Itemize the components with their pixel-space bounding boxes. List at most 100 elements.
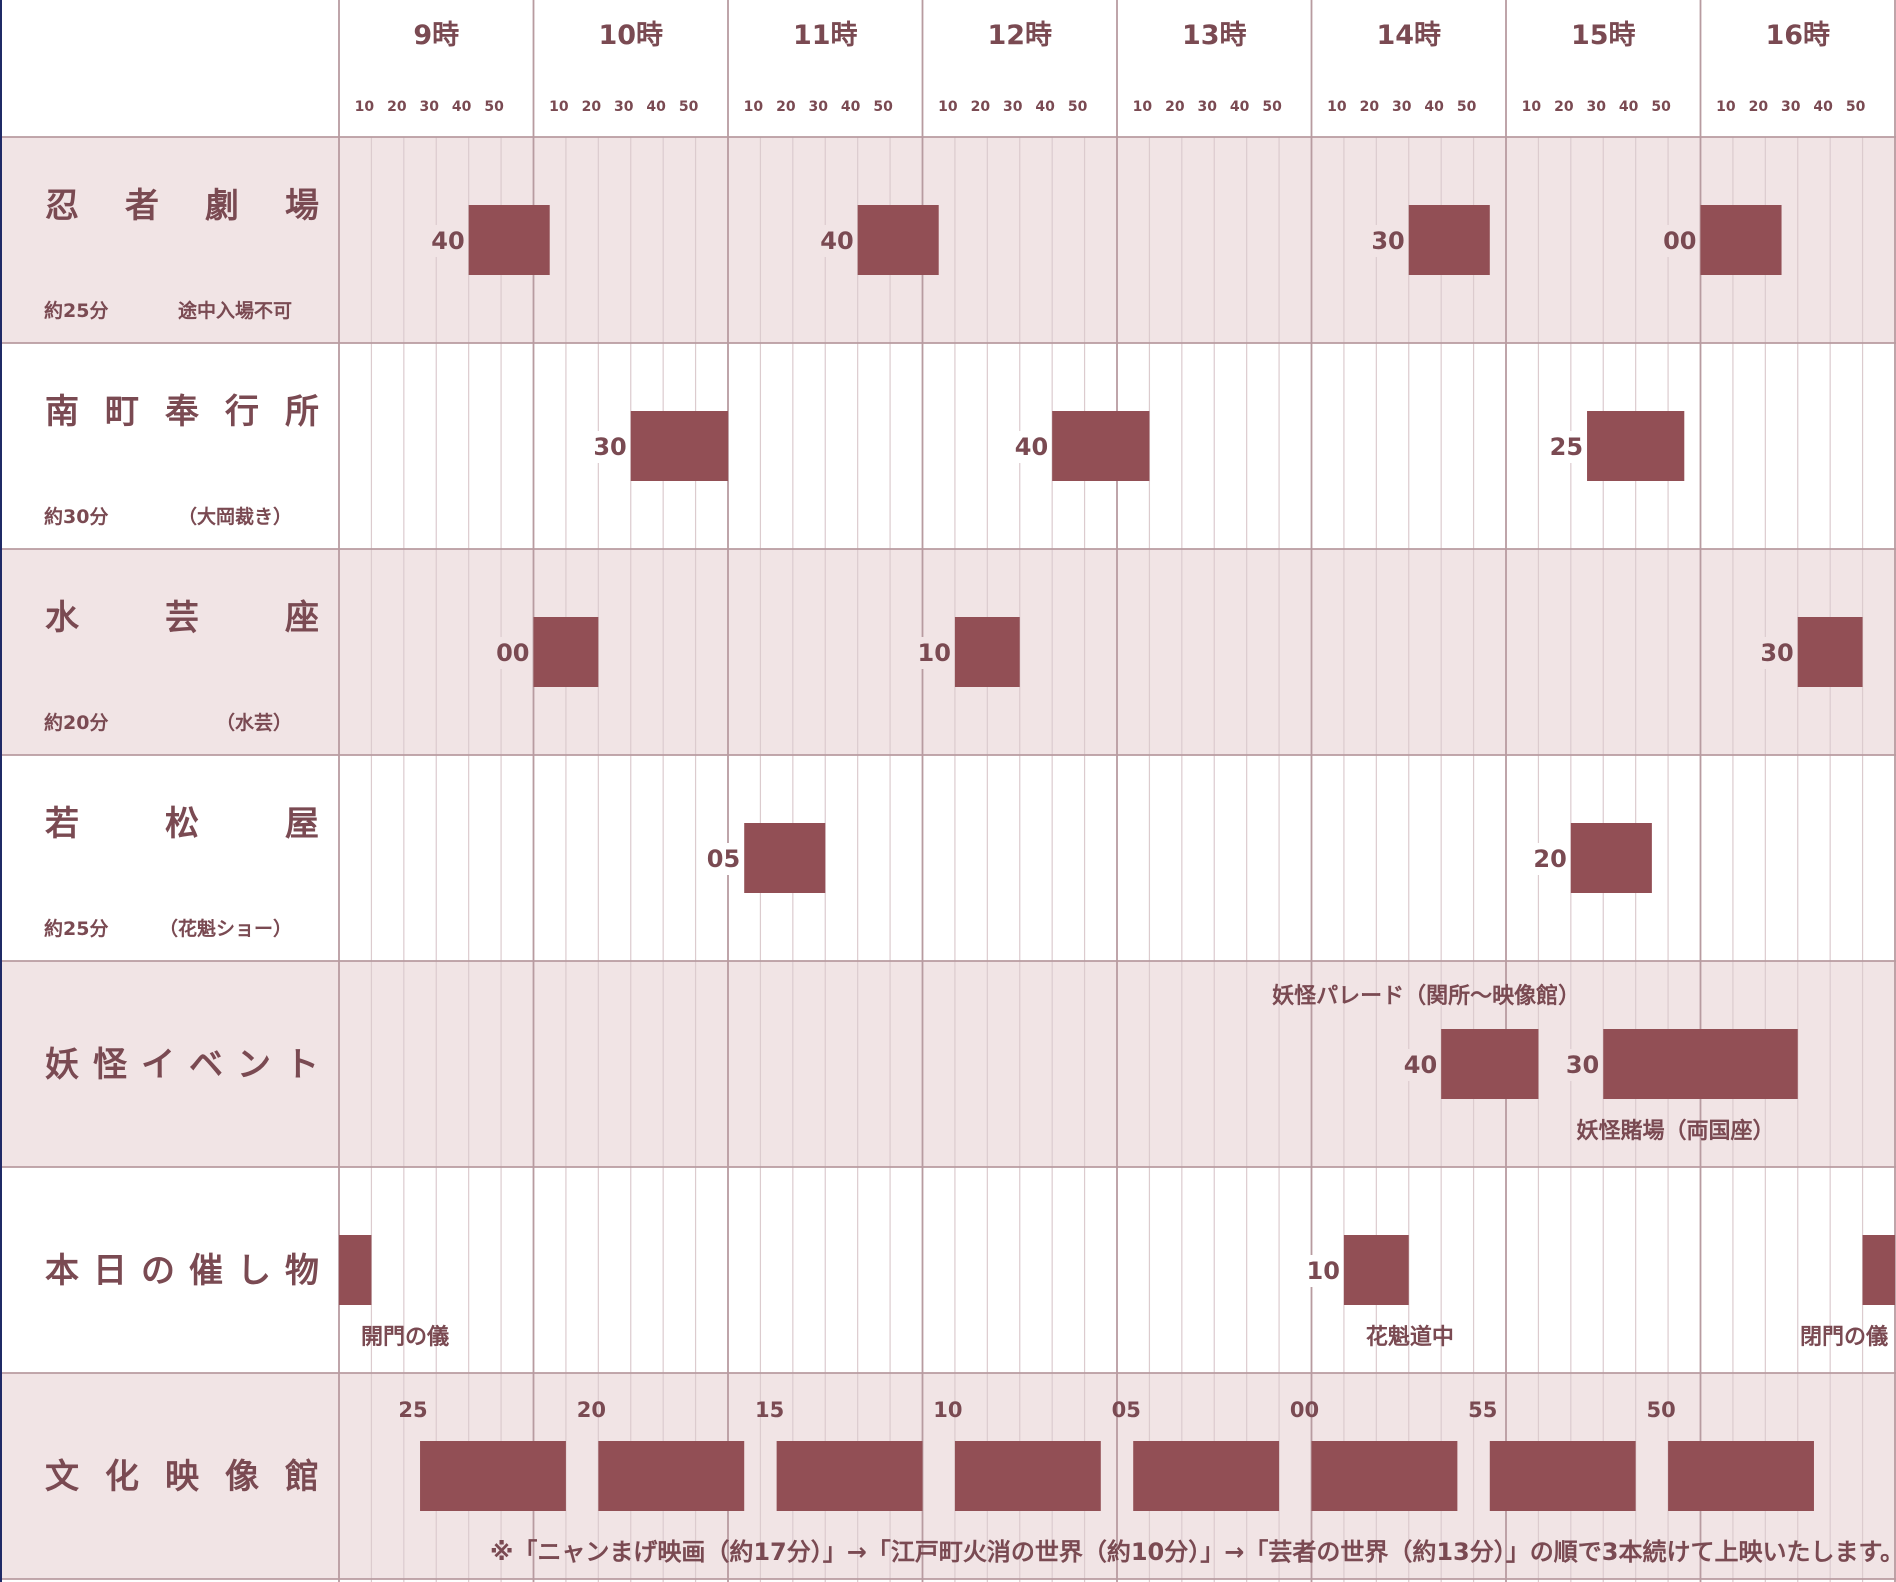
minute-tick-label: 10	[1133, 99, 1153, 115]
show-caption: 閉門の儀	[1800, 1324, 1888, 1350]
venue-duration: 約25分	[44, 917, 108, 940]
label-backing	[1563, 1049, 1602, 1081]
minute-tick-label: 30	[1392, 99, 1412, 115]
show-start-label: 30	[1566, 1051, 1599, 1079]
show-bar	[420, 1441, 566, 1511]
minute-tick-label: 50	[1262, 99, 1282, 115]
show-bar	[630, 411, 728, 481]
show-bar	[1862, 1235, 1895, 1305]
minute-tick-label: 50	[1651, 99, 1671, 115]
show-bar	[598, 1441, 745, 1511]
label-backing	[1757, 637, 1796, 669]
show-bar	[1311, 1441, 1458, 1511]
minute-tick-label: 10	[355, 99, 375, 115]
show-bar	[1603, 1029, 1798, 1099]
show-bar	[1668, 1441, 1814, 1511]
show-caption: 妖怪賭場（両国座）	[1576, 1118, 1774, 1144]
time-header: 9時 10 20 30 40 50 10時 10 20 30 40 50 11時 10 20 30 40 50 12…	[355, 20, 1866, 115]
minute-tick-label: 20	[971, 99, 991, 115]
show-bar	[533, 617, 599, 687]
minute-tick-label: 20	[582, 99, 602, 115]
hour-label: 15時	[1571, 20, 1636, 51]
label-backing	[428, 225, 467, 257]
row-background-ninja	[0, 137, 1896, 343]
row-background-today	[0, 1167, 1896, 1373]
label-backing	[1012, 431, 1051, 463]
minute-tick-label: 10	[1522, 99, 1542, 115]
minute-tick-label: 40	[1230, 99, 1250, 115]
minute-tick-label: 20	[776, 99, 796, 115]
show-start-label: 40	[820, 227, 853, 255]
hour-label: 10時	[598, 20, 663, 51]
minute-tick-label: 10	[1327, 99, 1347, 115]
label-backing	[704, 843, 743, 875]
hour-label: 14時	[1376, 20, 1441, 51]
minute-tick-label: 30	[809, 99, 829, 115]
show-start-label: 55	[1468, 1398, 1497, 1422]
show-bar	[468, 205, 550, 275]
show-start-label: 00	[1663, 227, 1696, 255]
show-start-label: 20	[1533, 845, 1566, 873]
show-start-label: 15	[755, 1398, 784, 1422]
venue-name: 妖 怪 イ ベ ン ト	[45, 1045, 319, 1085]
show-start-label: 40	[1015, 433, 1048, 461]
row-yokai: 妖 怪 イ ベ ン ト 40 妖怪パレード（関所～映像館） 30 妖怪賭場（両国座）	[45, 983, 1798, 1144]
show-bar	[744, 823, 826, 893]
minute-tick-label: 30	[1198, 99, 1218, 115]
minute-tick-label: 20	[1360, 99, 1380, 115]
label-backing	[914, 637, 953, 669]
row-eizokan: 文 化 映 像 館 25 20 15 10 05 00 55 50 ※「ニャンまげ映画（約17分）…	[45, 1398, 1896, 1566]
venue-duration: 約30分	[44, 505, 108, 528]
minute-tick-label: 10	[938, 99, 958, 115]
venue-note: （大岡裁き）	[178, 505, 292, 528]
minute-tick-label: 20	[1165, 99, 1185, 115]
hour-label: 16時	[1765, 20, 1830, 51]
show-bar	[1570, 823, 1652, 893]
venue-duration: 約25分	[44, 299, 108, 322]
show-start-label: 25	[398, 1398, 427, 1422]
show-bar	[1408, 205, 1490, 275]
show-start-label: 40	[431, 227, 464, 255]
minute-tick-label: 20	[1554, 99, 1574, 115]
show-bar	[1797, 617, 1863, 687]
show-bar	[1441, 1029, 1539, 1099]
minute-tick-label: 30	[1587, 99, 1607, 115]
show-start-label: 40	[1404, 1051, 1437, 1079]
minute-tick-label: 30	[1003, 99, 1023, 115]
show-start-label: 20	[577, 1398, 606, 1422]
minute-tick-label: 20	[387, 99, 407, 115]
show-start-label: 10	[1307, 1257, 1340, 1285]
show-start-label: 05	[1112, 1398, 1141, 1422]
label-backing	[817, 225, 856, 257]
minute-tick-label: 30	[614, 99, 634, 115]
label-backing	[1660, 225, 1699, 257]
label-backing	[1401, 1049, 1440, 1081]
show-bar	[1343, 1235, 1409, 1305]
show-start-label: 05	[707, 845, 740, 873]
show-start-label: 10	[918, 639, 951, 667]
minute-tick-label: 50	[679, 99, 699, 115]
venue-duration: 約20分	[44, 711, 108, 734]
label-backing	[493, 637, 532, 669]
venue-name: 文 化 映 像 館	[45, 1457, 319, 1497]
show-start-label: 30	[1371, 227, 1404, 255]
minute-tick-label: 10	[744, 99, 764, 115]
show-bar	[339, 1235, 372, 1305]
show-start-label: 00	[496, 639, 529, 667]
show-start-label: 00	[1290, 1398, 1319, 1422]
minute-tick-label: 30	[420, 99, 440, 115]
venue-name: 本 日 の 催 し 物	[45, 1251, 319, 1291]
show-bar	[954, 617, 1020, 687]
minute-tick-label: 30	[1781, 99, 1801, 115]
hour-label: 13時	[1182, 20, 1247, 51]
minute-tick-label: 40	[1424, 99, 1444, 115]
minute-tick-label: 10	[549, 99, 569, 115]
minute-tick-label: 10	[1716, 99, 1736, 115]
show-bar	[857, 205, 939, 275]
show-start-label: 30	[1760, 639, 1793, 667]
minute-tick-label: 50	[484, 99, 504, 115]
show-bar	[776, 1441, 923, 1511]
venue-name: 南 町 奉 行 所	[45, 392, 319, 432]
